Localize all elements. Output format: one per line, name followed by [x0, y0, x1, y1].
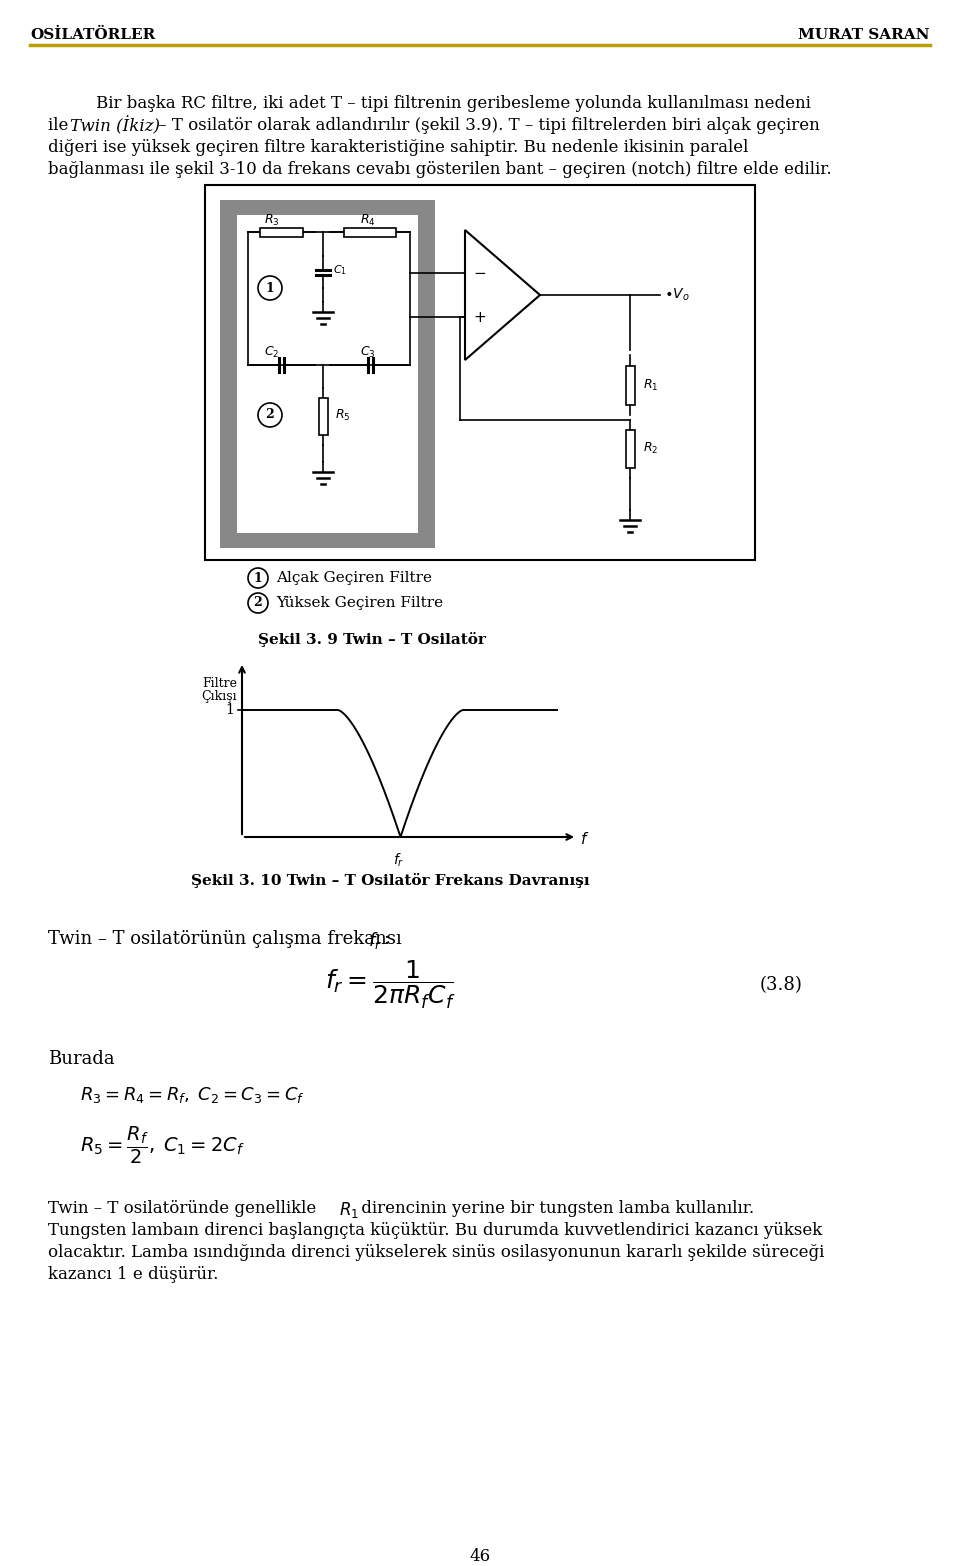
- Bar: [626, 365, 635, 404]
- Text: $\bullet V_o$: $\bullet V_o$: [664, 287, 689, 304]
- Text: OSİLATÖRLER: OSİLATÖRLER: [30, 28, 156, 42]
- Text: $R_3 = R_4 = R_f,\; C_2 = C_3 = C_f$: $R_3 = R_4 = R_f,\; C_2 = C_3 = C_f$: [80, 1085, 304, 1106]
- Text: +: +: [473, 310, 486, 324]
- Text: Yüksek Geçiren Filtre: Yüksek Geçiren Filtre: [276, 597, 444, 611]
- Text: Bir başka RC filtre, iki adet T – tipi filtrenin geribesleme yolunda kullanılmas: Bir başka RC filtre, iki adet T – tipi f…: [96, 96, 811, 113]
- Text: $R_2$: $R_2$: [643, 440, 659, 456]
- Text: $R_5 = \dfrac{R_f}{2},\; C_1 = 2C_f$: $R_5 = \dfrac{R_f}{2},\; C_1 = 2C_f$: [80, 1124, 245, 1167]
- Text: $R_3$: $R_3$: [264, 213, 279, 227]
- Text: MURAT SARAN: MURAT SARAN: [799, 28, 930, 42]
- Circle shape: [248, 594, 268, 612]
- Text: :: :: [383, 930, 389, 947]
- Text: $f_r = \dfrac{1}{2\pi R_f C_f}$: $f_r = \dfrac{1}{2\pi R_f C_f}$: [324, 958, 455, 1012]
- Text: $f$: $f$: [580, 832, 589, 847]
- Text: 1: 1: [226, 703, 234, 717]
- Text: Twin – T osilatöründe genellikle: Twin – T osilatöründe genellikle: [48, 1200, 322, 1217]
- Text: Çıkışı: Çıkışı: [202, 691, 237, 703]
- Bar: [205, 185, 755, 561]
- Text: diğeri ise yüksek geçiren filtre karakteristiğine sahiptir. Bu nedenle ikisinin : diğeri ise yüksek geçiren filtre karakte…: [48, 139, 749, 157]
- Bar: [220, 200, 435, 548]
- Text: direncinin yerine bir tungsten lamba kullanılır.: direncinin yerine bir tungsten lamba kul…: [356, 1200, 755, 1217]
- Bar: [626, 431, 635, 468]
- Text: 46: 46: [469, 1549, 491, 1564]
- Text: bağlanması ile şekil 3-10 da frekans cevabı gösterilen bant – geçiren (notch) fi: bağlanması ile şekil 3-10 da frekans cev…: [48, 161, 831, 179]
- Circle shape: [258, 276, 282, 301]
- Bar: [260, 227, 303, 236]
- Text: Tungsten lambaın direnci başlangıçta küçüktür. Bu durumda kuvvetlendirici kazanc: Tungsten lambaın direnci başlangıçta küç…: [48, 1221, 823, 1239]
- Text: 2: 2: [266, 409, 275, 421]
- Text: $C_2$: $C_2$: [264, 345, 279, 360]
- Text: $C_3$: $C_3$: [360, 345, 375, 360]
- Text: kazancı 1 e düşürür.: kazancı 1 e düşürür.: [48, 1265, 218, 1283]
- Text: $C_1$: $C_1$: [333, 263, 347, 277]
- Text: $R_1$: $R_1$: [339, 1200, 359, 1220]
- Text: Filtre: Filtre: [202, 677, 237, 691]
- Text: Şekil 3. 9 Twin – T Osilatör: Şekil 3. 9 Twin – T Osilatör: [258, 633, 486, 647]
- Bar: [319, 398, 327, 435]
- Text: – T osilatör olarak adlandırılır (şekil 3.9). T – tipi filtrelerden biri alçak g: – T osilatör olarak adlandırılır (şekil …: [153, 117, 820, 135]
- Text: (3.8): (3.8): [760, 976, 803, 994]
- Circle shape: [248, 568, 268, 587]
- Text: Alçak Geçiren Filtre: Alçak Geçiren Filtre: [276, 572, 432, 586]
- Text: $f_r$: $f_r$: [394, 852, 405, 869]
- Bar: [344, 227, 396, 236]
- Text: Twin – T osilatörünün çalışma frekansı: Twin – T osilatörünün çalışma frekansı: [48, 930, 407, 947]
- Text: ile: ile: [48, 117, 74, 135]
- Text: $R_1$: $R_1$: [643, 377, 659, 393]
- Text: Şekil 3. 10 Twin – T Osilatör Frekans Davranışı: Şekil 3. 10 Twin – T Osilatör Frekans Da…: [191, 872, 589, 888]
- Text: Twin (İkiz): Twin (İkiz): [70, 117, 160, 136]
- Text: $f_r$: $f_r$: [368, 930, 382, 951]
- Text: −: −: [473, 266, 486, 280]
- Text: olacaktır. Lamba ısındığında direnci yükselerek sinüs osilasyonunun kararlı şeki: olacaktır. Lamba ısındığında direnci yük…: [48, 1243, 825, 1261]
- Circle shape: [258, 402, 282, 428]
- Text: Burada: Burada: [48, 1049, 114, 1068]
- Text: 1: 1: [266, 282, 275, 294]
- Text: $R_5$: $R_5$: [335, 407, 350, 423]
- Text: 1: 1: [253, 572, 262, 584]
- Text: $R_4$: $R_4$: [360, 213, 375, 227]
- Text: 2: 2: [253, 597, 262, 609]
- Bar: [237, 215, 418, 532]
- Polygon shape: [465, 230, 540, 360]
